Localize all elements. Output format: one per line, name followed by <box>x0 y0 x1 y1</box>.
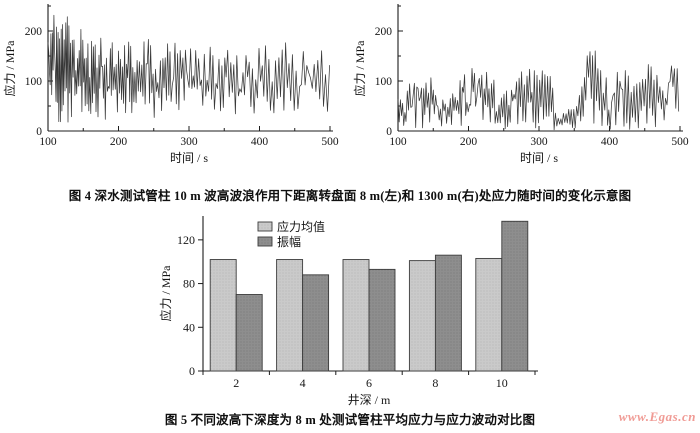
svg-text:40: 40 <box>183 320 195 334</box>
ticks <box>198 239 536 375</box>
svg-text:4: 4 <box>300 376 306 390</box>
svg-text:100: 100 <box>25 76 43 88</box>
svg-text:300: 300 <box>530 136 548 148</box>
bar-应力均值-8 <box>408 260 436 372</box>
bar-应力均值-4 <box>276 259 304 372</box>
watermark: www.Egas.cn <box>618 409 696 424</box>
svg-text:6: 6 <box>366 376 372 390</box>
axes <box>397 4 683 132</box>
y-axis-label: 应力 / MPa <box>158 265 173 322</box>
bars <box>209 220 529 372</box>
svg-text:100: 100 <box>39 136 57 148</box>
svg-text:300: 300 <box>180 136 198 148</box>
svg-text:0: 0 <box>36 126 42 138</box>
stress-signal-line <box>47 14 330 123</box>
ticks <box>47 5 331 132</box>
figure5-caption: 图 5 不同波高下深度为 8 m 处测试管柱平均应力与应力波动对比图 <box>164 413 536 427</box>
y-axis-label: 应力 / MPa <box>352 40 367 97</box>
bar-振幅-10 <box>501 220 529 372</box>
x-axis-label: 时间 / s <box>170 151 208 165</box>
svg-text:0: 0 <box>386 126 392 138</box>
svg-text:8: 8 <box>432 376 438 390</box>
legend-label: 振幅 <box>277 234 301 249</box>
stress-signal-line <box>397 50 680 131</box>
ticks <box>397 5 681 132</box>
svg-text:400: 400 <box>601 136 619 148</box>
x-axis-label: 井深 / m <box>348 393 391 407</box>
legend-label: 应力均值 <box>277 219 325 234</box>
svg-text:120: 120 <box>177 233 195 247</box>
bar-振幅-4 <box>302 274 330 372</box>
svg-text:200: 200 <box>110 136 128 148</box>
svg-text:10: 10 <box>496 376 508 390</box>
bar-振幅-8 <box>434 254 462 372</box>
bar-应力均值-2 <box>209 259 237 372</box>
axes <box>47 4 333 132</box>
svg-text:200: 200 <box>25 26 43 38</box>
tick-labels: 0 40 80 120 2 4 6 8 10 <box>177 233 508 390</box>
bar-应力均值-6 <box>342 259 370 372</box>
svg-text:100: 100 <box>375 76 393 88</box>
bar-振幅-2 <box>235 294 263 372</box>
bar-应力均值-10 <box>475 257 503 372</box>
svg-text:2: 2 <box>233 376 239 390</box>
svg-text:500: 500 <box>321 136 339 148</box>
svg-text:80: 80 <box>183 277 195 291</box>
svg-text:200: 200 <box>460 136 478 148</box>
x-axis-label: 时间 / s <box>520 151 558 165</box>
svg-text:0: 0 <box>189 364 195 378</box>
svg-text:100: 100 <box>389 136 407 148</box>
figure4-caption: 图 4 深水测试管柱 10 m 波高波浪作用下距离转盘面 8 m(左)和 130… <box>68 189 632 203</box>
y-axis-label: 应力 / MPa <box>2 40 17 97</box>
bar-振幅-6 <box>368 268 396 372</box>
svg-text:500: 500 <box>671 136 689 148</box>
svg-text:200: 200 <box>375 26 393 38</box>
svg-text:400: 400 <box>251 136 269 148</box>
